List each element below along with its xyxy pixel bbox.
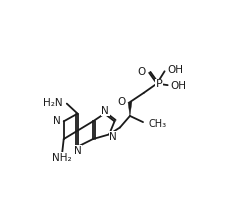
Text: N: N xyxy=(74,146,81,155)
Polygon shape xyxy=(128,102,132,116)
Text: CH₃: CH₃ xyxy=(148,119,167,129)
Text: N: N xyxy=(53,116,61,126)
Text: O: O xyxy=(137,67,145,77)
Text: O: O xyxy=(118,97,126,107)
Text: N: N xyxy=(109,132,117,142)
Text: OH: OH xyxy=(167,65,183,75)
Text: OH: OH xyxy=(170,81,186,91)
Text: P: P xyxy=(156,79,163,89)
Text: N: N xyxy=(101,106,109,116)
Text: H₂N: H₂N xyxy=(43,98,63,108)
Text: NH₂: NH₂ xyxy=(52,153,72,163)
